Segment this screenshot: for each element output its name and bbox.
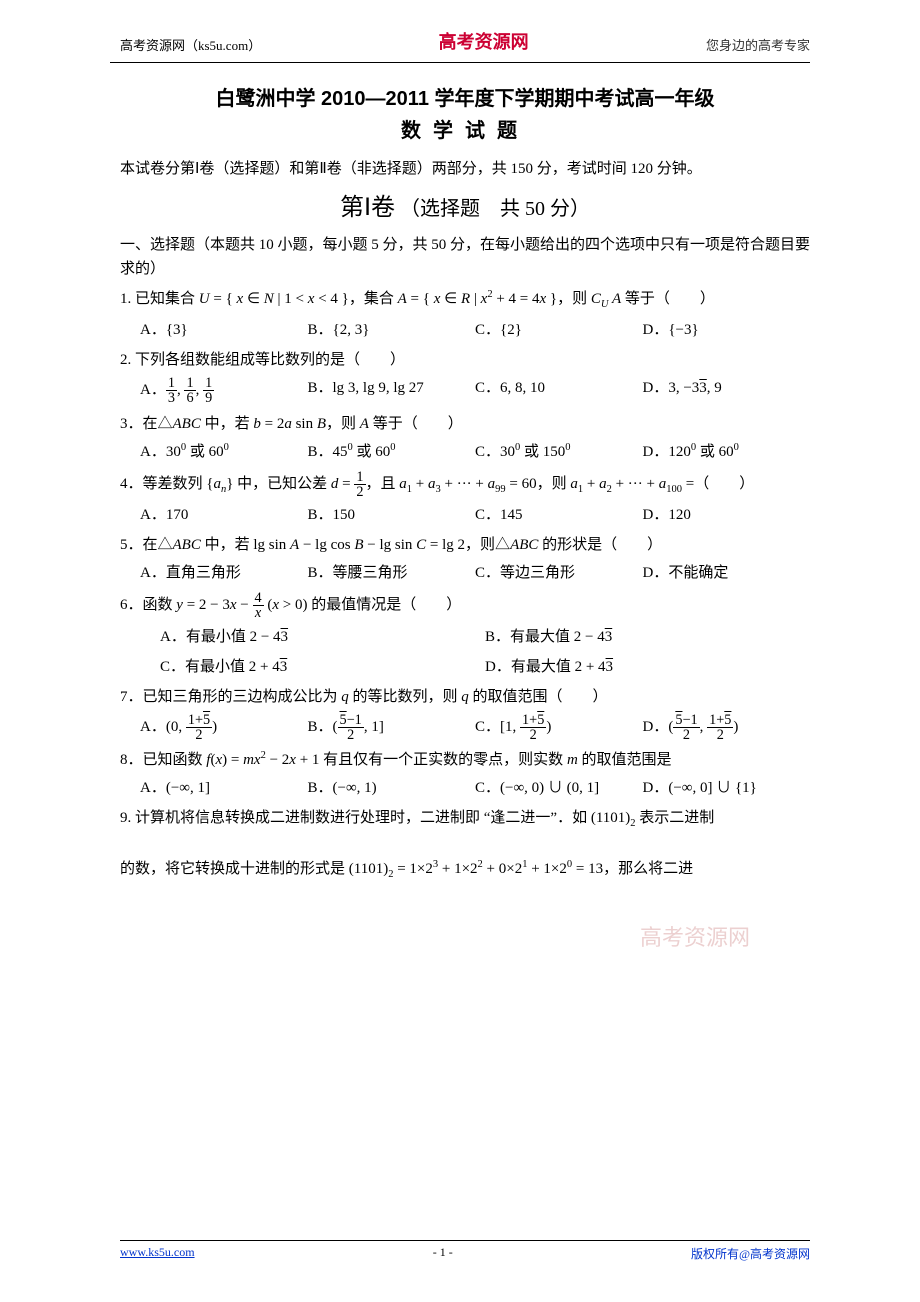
question-7: 7．已知三角形的三边构成公比为 q 的等比数列，则 q 的取值范围（ ） bbox=[120, 685, 810, 709]
opt-2c: C．6, 8, 10 bbox=[475, 376, 643, 406]
opt-6c: C．有最小值 2 + 43 bbox=[160, 655, 485, 679]
page-footer: www.ks5u.com - 1 - 版权所有@高考资源网 bbox=[0, 1240, 920, 1262]
footer-rule bbox=[120, 1240, 810, 1241]
opt-8d: D．(−∞, 0] ∪ {1} bbox=[643, 776, 811, 800]
opt-4a: A．170 bbox=[140, 503, 308, 527]
opt-5a: A．直角三角形 bbox=[140, 561, 308, 585]
opt-7c: C．[1, 1+52) bbox=[475, 713, 643, 743]
page-number: - 1 - bbox=[433, 1245, 453, 1262]
question-6: 6．函数 y = 2 − 3x − 4x (x > 0) 的最值情况是（ ） bbox=[120, 591, 810, 621]
section-1-title: 第Ⅰ卷 （选择题 共 50 分） bbox=[120, 189, 810, 227]
opt-8c: C．(−∞, 0) ∪ (0, 1] bbox=[475, 776, 643, 800]
document-body: 白鹭洲中学 2010—2011 学年度下学期期中考试高一年级 数学试题 本试卷分… bbox=[0, 63, 920, 884]
question-6-options-row1: A．有最小值 2 − 43 B．有最大值 2 − 43 bbox=[160, 625, 810, 649]
opt-5b: B．等腰三角形 bbox=[308, 561, 476, 585]
opt-1c: C．{2} bbox=[475, 318, 643, 342]
exam-intro: 本试卷分第Ⅰ卷（选择题）和第Ⅱ卷（非选择题）两部分，共 150 分，考试时间 1… bbox=[120, 157, 810, 181]
question-1: 1. 已知集合 U = { x ∈ N | 1 < x < 4 }，集合 A =… bbox=[120, 287, 810, 314]
opt-8b: B．(−∞, 1) bbox=[308, 776, 476, 800]
opt-4b: B．150 bbox=[308, 503, 476, 527]
watermark: 高考资源网 bbox=[640, 920, 750, 952]
question-9: 9. 计算机将信息转换成二进制数进行处理时，二进制即 “逢二进一”．如 (110… bbox=[120, 806, 810, 884]
footer-url: www.ks5u.com bbox=[120, 1245, 195, 1262]
opt-1b: B．{2, 3} bbox=[308, 318, 476, 342]
opt-8a: A．(−∞, 1] bbox=[140, 776, 308, 800]
question-2-options: A．13, 16, 19 B．lg 3, lg 9, lg 27 C．6, 8,… bbox=[140, 376, 810, 406]
question-6-options-row2: C．有最小值 2 + 43 D．有最大值 2 + 43 bbox=[160, 655, 810, 679]
opt-7d: D．(5−12, 1+52) bbox=[643, 713, 811, 743]
question-5: 5．在△ABC 中，若 lg sin A − lg cos B − lg sin… bbox=[120, 533, 810, 557]
section-note: （选择题 共 50 分） bbox=[400, 198, 590, 220]
header-left: 高考资源网（ks5u.com） bbox=[120, 35, 261, 54]
header-right: 您身边的高考专家 bbox=[706, 35, 810, 54]
question-7-options: A．(0, 1+52) B．(5−12, 1] C．[1, 1+52) D．(5… bbox=[140, 713, 810, 743]
question-5-options: A．直角三角形 B．等腰三角形 C．等边三角形 D．不能确定 bbox=[140, 561, 810, 585]
opt-3b: B．450 或 600 bbox=[308, 440, 476, 464]
opt-5d: D．不能确定 bbox=[643, 561, 811, 585]
opt-1d: D．{−3} bbox=[643, 318, 811, 342]
question-8-options: A．(−∞, 1] B．(−∞, 1) C．(−∞, 0) ∪ (0, 1] D… bbox=[140, 776, 810, 800]
opt-4c: C．145 bbox=[475, 503, 643, 527]
opt-1a: A．{3} bbox=[140, 318, 308, 342]
opt-3d: D．1200 或 600 bbox=[643, 440, 811, 464]
doc-title-line2: 数学试题 bbox=[120, 115, 810, 147]
section-label: 第Ⅰ卷 bbox=[340, 195, 395, 221]
footer-copyright: 版权所有@高考资源网 bbox=[691, 1245, 810, 1262]
opt-5c: C．等边三角形 bbox=[475, 561, 643, 585]
opt-7b: B．(5−12, 1] bbox=[308, 713, 476, 743]
opt-3a: A．300 或 600 bbox=[140, 440, 308, 464]
question-8: 8．已知函数 f(x) = mx2 − 2x + 1 有且仅有一个正实数的零点，… bbox=[120, 748, 810, 772]
opt-4d: D．120 bbox=[643, 503, 811, 527]
question-3-options: A．300 或 600 B．450 或 600 C．300 或 1500 D．1… bbox=[140, 440, 810, 464]
page-header: 高考资源网（ks5u.com） 高考资源网 您身边的高考专家 bbox=[0, 0, 920, 60]
opt-6a: A．有最小值 2 − 43 bbox=[160, 625, 485, 649]
opt-2b: B．lg 3, lg 9, lg 27 bbox=[308, 376, 476, 406]
opt-7a: A．(0, 1+52) bbox=[140, 713, 308, 743]
header-brand: 高考资源网 bbox=[439, 28, 529, 54]
opt-6d: D．有最大值 2 + 43 bbox=[485, 655, 810, 679]
question-1-options: A．{3} B．{2, 3} C．{2} D．{−3} bbox=[140, 318, 810, 342]
opt-6b: B．有最大值 2 − 43 bbox=[485, 625, 810, 649]
question-4: 4．等差数列 {an} 中，已知公差 d = 12，且 a1 + a3 + ··… bbox=[120, 470, 810, 500]
question-3: 3．在△ABC 中，若 b = 2a sin B，则 A 等于（ ） bbox=[120, 412, 810, 436]
section-instructions: 一、选择题（本题共 10 小题，每小题 5 分，共 50 分，在每小题给出的四个… bbox=[120, 233, 810, 281]
opt-3c: C．300 或 1500 bbox=[475, 440, 643, 464]
doc-title-line1: 白鹭洲中学 2010—2011 学年度下学期期中考试高一年级 bbox=[120, 83, 810, 115]
opt-2d: D．3, −33, 9 bbox=[643, 376, 811, 406]
question-4-options: A．170 B．150 C．145 D．120 bbox=[140, 503, 810, 527]
question-2: 2. 下列各组数能组成等比数列的是（ ） bbox=[120, 348, 810, 372]
opt-2a: A．13, 16, 19 bbox=[140, 376, 308, 406]
